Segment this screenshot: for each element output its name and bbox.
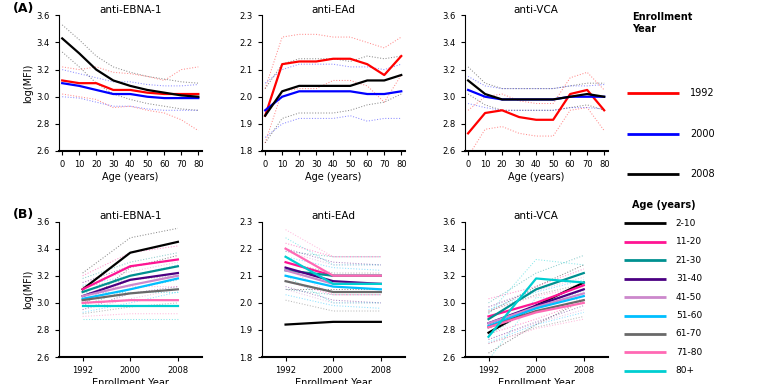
- Text: Enrollment
Year: Enrollment Year: [632, 12, 692, 34]
- Text: 51-60: 51-60: [676, 311, 702, 320]
- Text: 71-80: 71-80: [676, 348, 702, 357]
- Title: anti-VCA: anti-VCA: [514, 211, 558, 221]
- Y-axis label: log(MFI): log(MFI): [24, 63, 34, 103]
- Title: anti-VCA: anti-VCA: [514, 5, 558, 15]
- X-axis label: Age (years): Age (years): [305, 172, 361, 182]
- Y-axis label: log(MFI): log(MFI): [24, 270, 34, 309]
- Text: 11-20: 11-20: [676, 237, 702, 246]
- Title: anti-EBNA-1: anti-EBNA-1: [99, 5, 162, 15]
- Title: anti-EBNA-1: anti-EBNA-1: [99, 211, 162, 221]
- Title: anti-EAd: anti-EAd: [311, 211, 355, 221]
- Text: 41-50: 41-50: [676, 293, 702, 301]
- Text: (B): (B): [13, 208, 34, 221]
- X-axis label: Age (years): Age (years): [508, 172, 564, 182]
- X-axis label: Age (years): Age (years): [102, 172, 158, 182]
- Text: 1992: 1992: [690, 88, 714, 98]
- Text: 2008: 2008: [690, 169, 714, 179]
- Text: Age (years): Age (years): [632, 200, 695, 210]
- Text: (A): (A): [13, 2, 34, 15]
- Text: 61-70: 61-70: [676, 329, 702, 338]
- X-axis label: Enrollment Year: Enrollment Year: [295, 378, 372, 384]
- Text: 2-10: 2-10: [676, 218, 696, 228]
- Text: 2000: 2000: [690, 129, 714, 139]
- Text: 21-30: 21-30: [676, 256, 702, 265]
- X-axis label: Enrollment Year: Enrollment Year: [498, 378, 575, 384]
- Title: anti-EAd: anti-EAd: [311, 5, 355, 15]
- X-axis label: Enrollment Year: Enrollment Year: [92, 378, 169, 384]
- Text: 31-40: 31-40: [676, 274, 702, 283]
- Text: 80+: 80+: [676, 366, 695, 376]
